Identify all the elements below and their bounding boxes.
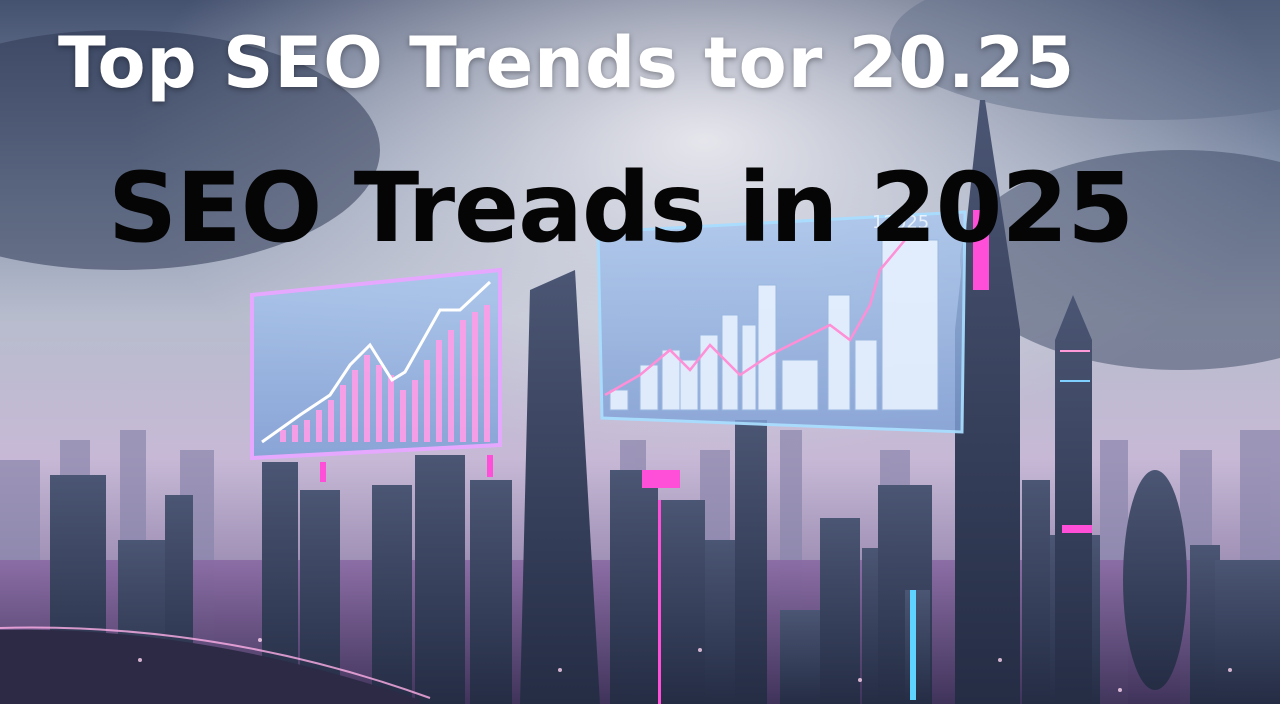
- right-chart-hologram: 12025: [596, 210, 967, 434]
- left-chart-hologram: [250, 267, 502, 461]
- screen-label: 12025: [872, 212, 929, 233]
